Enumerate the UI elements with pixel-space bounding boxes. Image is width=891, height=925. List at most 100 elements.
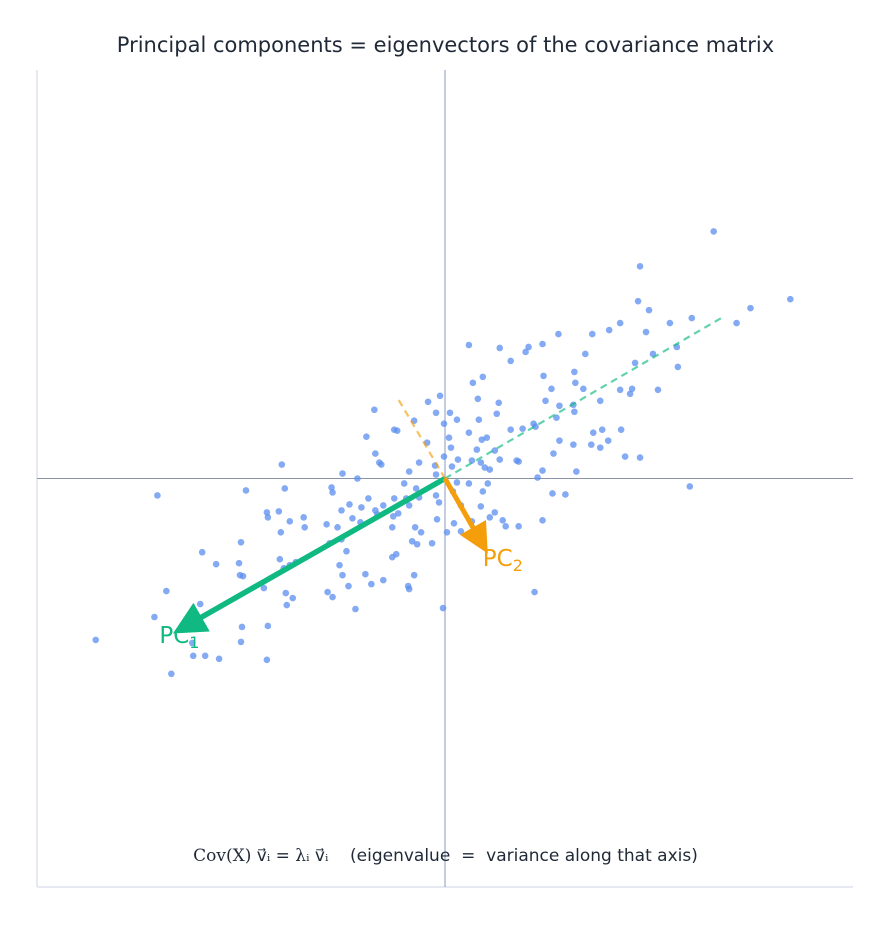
data-point xyxy=(239,572,247,580)
data-point xyxy=(634,297,642,305)
data-point xyxy=(515,458,522,465)
data-point xyxy=(562,491,569,498)
data-point xyxy=(301,524,308,531)
data-points xyxy=(92,228,794,678)
data-point xyxy=(628,385,636,393)
data-point xyxy=(445,434,453,441)
data-point xyxy=(282,589,290,597)
data-point xyxy=(432,409,440,417)
data-point xyxy=(363,433,370,440)
data-point xyxy=(365,495,372,502)
data-point xyxy=(163,587,170,595)
data-point xyxy=(238,623,246,631)
data-point xyxy=(481,464,489,471)
data-point xyxy=(345,582,352,590)
data-point xyxy=(443,529,451,536)
data-point xyxy=(408,537,416,545)
data-point xyxy=(198,548,206,556)
data-point xyxy=(474,395,482,403)
data-point xyxy=(276,555,284,563)
data-point xyxy=(339,470,346,477)
data-point xyxy=(542,397,549,405)
data-point xyxy=(556,437,563,444)
data-point xyxy=(448,463,456,470)
data-point xyxy=(787,295,794,303)
data-point xyxy=(354,475,361,482)
data-point xyxy=(539,340,546,348)
data-point xyxy=(496,344,504,352)
pc2-subscript: 2 xyxy=(513,556,523,575)
data-point xyxy=(539,467,546,474)
data-point xyxy=(519,425,526,432)
data-point xyxy=(457,528,465,535)
data-point xyxy=(388,553,396,561)
data-point xyxy=(358,504,365,511)
data-point xyxy=(525,343,532,351)
data-point xyxy=(440,420,448,428)
data-point xyxy=(710,228,717,235)
data-point xyxy=(432,471,440,478)
data-point xyxy=(587,441,595,448)
data-point xyxy=(439,604,447,612)
data-point xyxy=(550,450,557,457)
data-point xyxy=(339,571,346,579)
data-point xyxy=(346,501,353,508)
data-point xyxy=(378,461,385,468)
pc1-arrow xyxy=(172,476,447,634)
data-point xyxy=(588,330,596,338)
data-point xyxy=(447,444,455,451)
pc1-subscript: 1 xyxy=(189,633,199,652)
data-point xyxy=(636,454,644,461)
data-point xyxy=(263,656,271,664)
data-point xyxy=(479,488,487,495)
pc1-label: PC1 xyxy=(159,623,199,652)
data-point xyxy=(432,492,440,499)
data-point xyxy=(465,341,473,349)
data-point xyxy=(260,584,268,592)
data-point xyxy=(415,459,423,466)
data-point xyxy=(405,502,413,509)
data-point xyxy=(338,507,345,514)
data-point xyxy=(389,513,397,520)
data-point xyxy=(540,372,547,380)
data-point xyxy=(570,441,577,448)
data-point xyxy=(571,408,578,416)
data-point xyxy=(491,447,499,454)
data-point xyxy=(654,386,662,394)
data-point xyxy=(275,508,283,515)
data-point xyxy=(343,547,350,555)
data-point xyxy=(572,379,579,387)
data-point xyxy=(465,429,473,436)
data-point xyxy=(596,397,604,405)
data-point xyxy=(539,517,546,524)
data-point xyxy=(605,326,613,334)
caption-note: (eigenvalue = variance along that axis) xyxy=(350,846,698,866)
data-point xyxy=(454,456,462,463)
data-point xyxy=(555,330,562,338)
data-point xyxy=(499,517,507,524)
data-point xyxy=(388,524,396,531)
data-point xyxy=(522,348,529,356)
data-point xyxy=(278,461,286,468)
data-point xyxy=(473,446,481,453)
data-point xyxy=(428,539,436,547)
data-point xyxy=(631,359,639,367)
data-point xyxy=(168,670,175,678)
data-point xyxy=(235,559,243,567)
data-point xyxy=(277,529,285,536)
data-point xyxy=(453,479,461,486)
data-point xyxy=(531,588,538,596)
data-point xyxy=(151,613,158,621)
data-point xyxy=(616,386,624,394)
data-point xyxy=(493,410,501,418)
data-point xyxy=(201,652,209,660)
data-point xyxy=(237,538,245,546)
data-point xyxy=(556,402,563,410)
data-point xyxy=(478,436,486,443)
data-point xyxy=(189,652,197,660)
data-point xyxy=(352,605,359,613)
data-point xyxy=(450,520,458,527)
data-point xyxy=(433,516,441,523)
data-point xyxy=(417,529,425,536)
data-point xyxy=(507,357,514,365)
